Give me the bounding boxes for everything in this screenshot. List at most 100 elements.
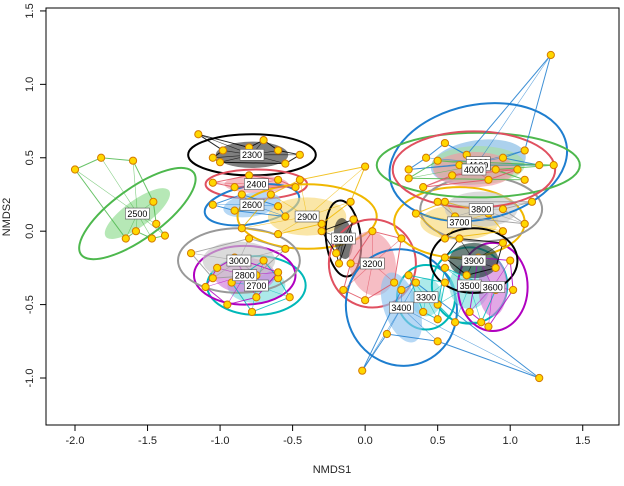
y-tick-label-2: 0.0: [24, 224, 36, 239]
group-3100-point-3: [349, 215, 358, 224]
group-2900-point-6: [266, 190, 275, 199]
group-3600-point-3: [506, 256, 515, 265]
group-2900-outer-ellipse: [236, 183, 378, 250]
x-tick-label-1: -1.5: [138, 435, 157, 447]
group-3200-point-4: [368, 227, 377, 236]
group-2700-point-4: [259, 256, 268, 265]
group-3800-point-2: [498, 205, 508, 214]
group-2800-point-0: [201, 282, 210, 292]
group-2700-point-3: [247, 307, 257, 317]
group-3600-label-box: [480, 281, 506, 293]
group-4100-point-1: [433, 156, 442, 165]
group-2500-point-6: [147, 234, 156, 243]
group-3300-point-2: [440, 278, 450, 287]
group-3900-point-0: [440, 253, 450, 262]
group-2300-point-4: [274, 146, 283, 155]
group-2600-label-box: [239, 198, 265, 211]
group-2800-point-2: [252, 293, 261, 302]
group-3900-point-1: [462, 271, 471, 280]
group-2500-point-4: [152, 219, 161, 228]
group-4100-point-4: [520, 175, 529, 184]
group-4200-point-7: [546, 50, 555, 60]
group-3200-outer-ellipse: [327, 218, 417, 309]
group-2600-point-3: [281, 212, 290, 221]
group-3800-point-4: [527, 197, 537, 206]
group-2900-label: 2900: [297, 212, 317, 222]
group-2600-point-0: [208, 200, 217, 209]
group-2900-point-1: [274, 230, 283, 239]
group-3100-label: 3100: [333, 234, 353, 244]
group-2800-point-5: [213, 263, 222, 272]
group-2900-hull: [240, 165, 366, 235]
group-2500-point-1: [97, 153, 106, 162]
x-tick-label-3: -0.5: [283, 435, 302, 447]
group-3100-point-1: [332, 249, 341, 258]
y-tick-label-3: 0.5: [24, 150, 36, 165]
y-tick-label-1: -0.5: [24, 295, 36, 314]
group-2300-point-8: [259, 136, 268, 145]
group-2500-point-5: [160, 231, 170, 240]
group-3600-spider-line-1: [488, 286, 494, 327]
group-3000-label-box: [226, 254, 252, 267]
group-3400-label-box: [389, 301, 414, 314]
group-3200-point-2: [390, 278, 399, 287]
group-4200-spider-line-7: [478, 54, 552, 163]
group-2600-point-4: [237, 190, 246, 199]
group-3400-point-0: [358, 366, 367, 375]
group-4200-point-5: [498, 153, 508, 162]
group-3000-point-3: [281, 244, 290, 253]
group-3800-point-3: [520, 219, 529, 228]
group-4100-point-3: [549, 161, 558, 170]
group-3500-point-4: [440, 263, 450, 272]
group-2400-point-1: [230, 183, 239, 192]
group-2800-point-3: [274, 268, 283, 277]
group-2600-point-2: [274, 202, 283, 211]
group-2400-point-3: [291, 183, 300, 192]
group-4200-point-6: [520, 146, 529, 155]
x-tick-label-0: -2.0: [66, 435, 85, 447]
group-2400-point-2: [274, 175, 283, 184]
group-3200-label-box: [360, 257, 385, 270]
group-3400-spider-line-5: [401, 307, 540, 379]
x-tick-label-7: 1.5: [575, 435, 590, 447]
group-4100-outer-ellipse: [375, 131, 581, 199]
group-3300-label: 3300: [416, 293, 436, 303]
group-2900-point-5: [295, 175, 304, 184]
x-tick-label-4: 0.0: [357, 435, 372, 447]
group-2600-label: 2600: [242, 200, 262, 210]
group-3000-point-1: [208, 274, 217, 283]
group-3600-point-1: [484, 322, 493, 331]
group-2300-label-box: [239, 149, 265, 161]
group-2400-point-4: [244, 171, 254, 180]
group-3800-label-box: [468, 203, 494, 215]
group-3400-point-4: [433, 337, 442, 346]
group-3200-point-3: [397, 234, 406, 243]
group-4200-point-8: [535, 161, 544, 170]
group-3900-outer-ellipse: [429, 227, 519, 294]
group-2500-label-box: [125, 207, 150, 220]
group-3900-label: 3900: [464, 256, 484, 266]
group-2900-spider-line-4: [306, 166, 366, 217]
x-tick-label-5: 0.5: [430, 435, 445, 447]
group-3400-point-5: [535, 373, 544, 383]
x-axis-title: NMDS1: [313, 464, 352, 476]
group-2600-point-1: [230, 206, 239, 215]
group-2400-label: 2400: [246, 179, 266, 189]
group-4200-point-2: [440, 138, 450, 148]
group-2500-point-7: [131, 227, 141, 236]
group-2300-point-6: [281, 159, 290, 168]
x-tick-label-2: -1.0: [211, 435, 230, 447]
group-3200-point-0: [339, 285, 348, 295]
group-2700-hull: [231, 259, 291, 313]
group-2500-spider-line-2: [132, 160, 138, 214]
group-4000-point-1: [448, 171, 457, 180]
group-3300-point-0: [404, 271, 413, 280]
group-3600-label: 3600: [483, 282, 503, 292]
group-2300-label: 2300: [242, 150, 262, 160]
group-2900-spider-line-5: [299, 179, 308, 217]
group-2300-point-1: [208, 153, 217, 162]
group-2900-point-3: [346, 197, 355, 206]
